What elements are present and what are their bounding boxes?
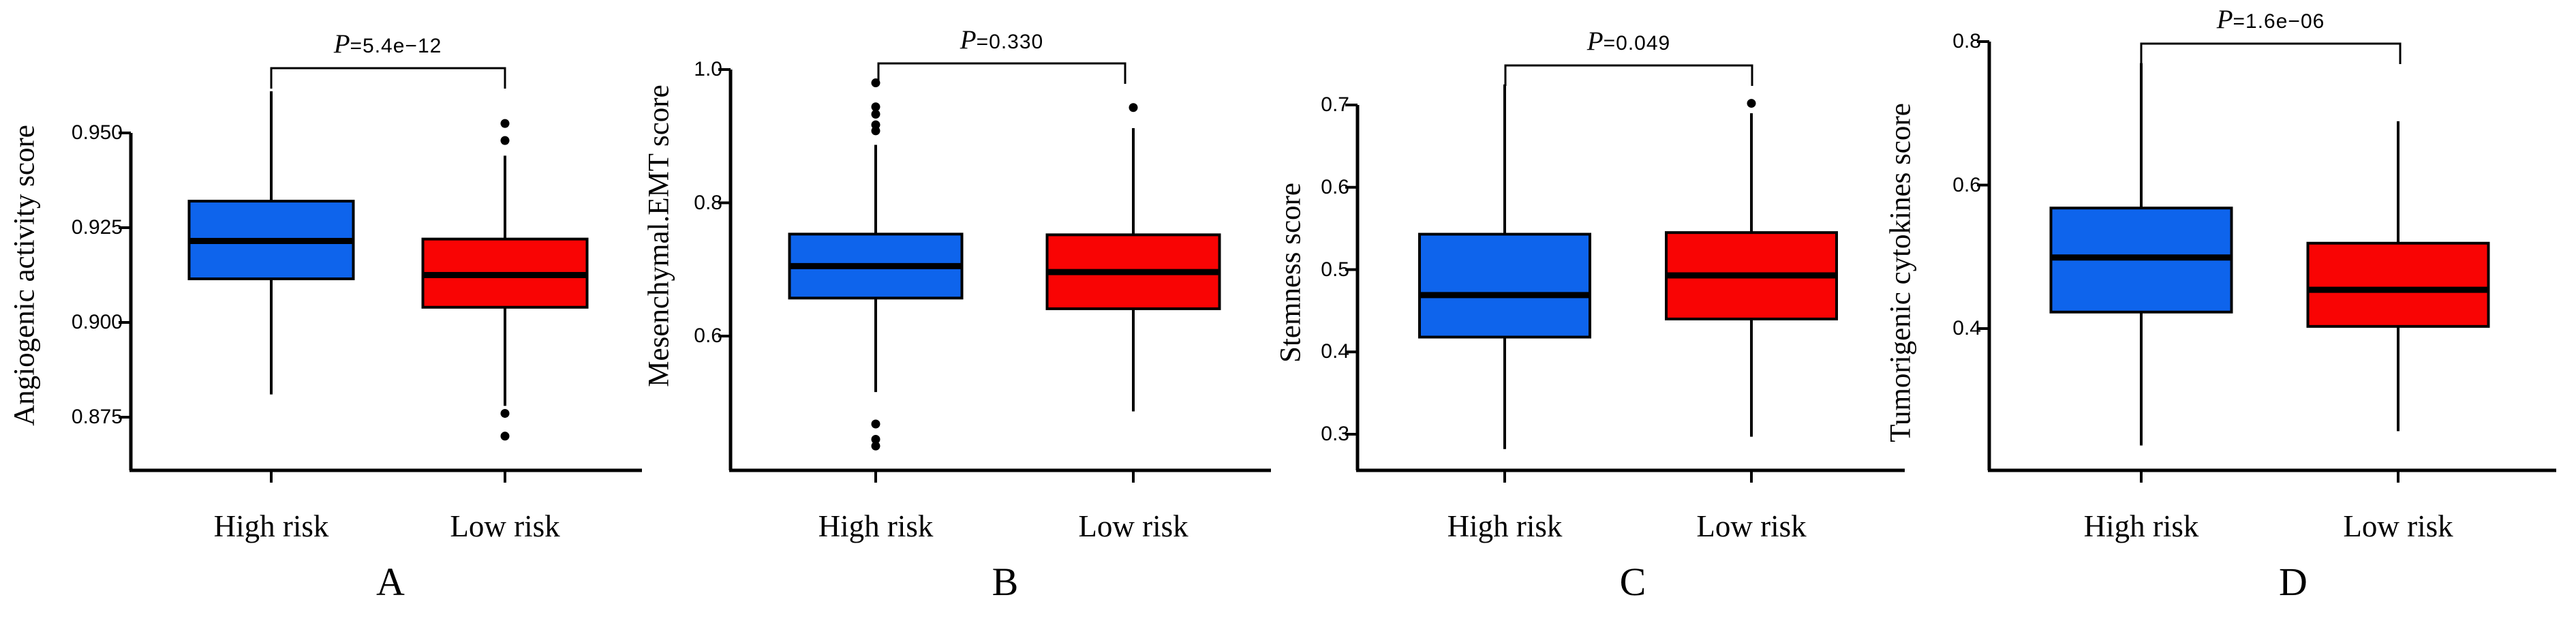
boxplot-canvas-B (718, 62, 1271, 483)
y-tick-label: 0.8 (1952, 30, 1981, 52)
panel-letter: A (376, 560, 405, 604)
y-tick-label: 0.950 (71, 121, 123, 144)
p-value-text: =0.330 (976, 31, 1044, 53)
outlier-dot (500, 431, 510, 441)
p-value-text: =5.4e−12 (350, 35, 442, 57)
p-value-label: P=1.6e−06 (2217, 4, 2325, 35)
outlier-dot (871, 441, 880, 451)
p-value-label: P=0.049 (1587, 26, 1670, 57)
y-tick-label: 0.925 (71, 216, 123, 239)
outlier-dot (500, 136, 510, 145)
x-category-label-high-risk: High risk (213, 509, 329, 543)
p-symbol: P (2216, 5, 2233, 34)
y-tick-label: 0.875 (71, 406, 123, 428)
significance-bracket (270, 67, 506, 89)
p-value-text: =0.049 (1603, 32, 1671, 55)
p-value-text: =1.6e−06 (2233, 10, 2325, 33)
outlier-dot (871, 435, 880, 444)
p-value-label: P=5.4e−12 (334, 29, 442, 59)
outlier-dot (871, 109, 880, 119)
p-symbol: P (333, 29, 350, 59)
panel-letter: B (992, 560, 1019, 604)
y-tick-label: 0.4 (1952, 317, 1981, 339)
p-symbol: P (960, 25, 977, 55)
x-category-label-low-risk: Low risk (450, 509, 560, 543)
significance-bracket (2140, 42, 2402, 64)
y-tick-label: 0.6 (1321, 175, 1349, 198)
x-category-label-low-risk: Low risk (1078, 509, 1189, 543)
y-tick-label: 0.4 (1321, 340, 1349, 363)
y-axis-title: Tumorigenic cytokines score (1884, 103, 1917, 442)
x-category-label-low-risk: Low risk (2343, 509, 2453, 543)
y-axis-title: Angiogenic activity score (8, 125, 41, 426)
y-tick-label: 0.6 (1952, 173, 1981, 196)
outlier-dot (500, 119, 510, 128)
y-tick-label: 0.7 (1321, 93, 1349, 116)
box-high-risk (1418, 232, 1591, 339)
boxplot-canvas-C (1345, 64, 1905, 483)
panel-D: Tumorigenic cytokines score P=1.6e−06 Hi… (1885, 0, 2576, 636)
y-tick-label: 0.6 (694, 324, 722, 347)
x-category-label-high-risk: High risk (1447, 509, 1563, 543)
y-tick-label: 0.3 (1321, 423, 1349, 445)
outlier-dot (871, 102, 880, 112)
boxplot-canvas-A (119, 67, 642, 483)
significance-bracket (1504, 64, 1753, 86)
y-tick-label: 0.5 (1321, 258, 1349, 281)
y-tick-label: 1.0 (694, 58, 722, 80)
y-tick-label: 0.900 (71, 311, 123, 333)
panel-B: Mesenchymal.EMT score P=0.330 High risk … (643, 0, 1288, 636)
panel-letter: D (2279, 560, 2307, 604)
outlier-dot (871, 78, 880, 88)
outlier-dot (871, 126, 880, 136)
p-symbol: P (1586, 27, 1604, 56)
outlier-dot (500, 408, 510, 418)
significance-bracket (877, 62, 1126, 84)
x-category-label-low-risk: Low risk (1696, 509, 1807, 543)
y-tick-label: 0.8 (694, 191, 722, 214)
panel-letter: C (1619, 560, 1646, 604)
outlier-dot (871, 419, 880, 429)
panel-C: Stemness score P=0.049 High risk Low ris… (1275, 0, 1932, 636)
x-category-label-high-risk: High risk (2083, 509, 2199, 543)
panel-A: Angiogenic activity score P=5.4e−12 High… (0, 0, 644, 636)
p-value-label: P=0.330 (960, 25, 1043, 55)
boxplot-canvas-D (1977, 40, 2556, 483)
box-low-risk (2306, 241, 2490, 328)
outlier-dot (1747, 99, 1756, 108)
x-category-label-high-risk: High risk (818, 509, 934, 543)
outlier-dot (1129, 103, 1138, 112)
